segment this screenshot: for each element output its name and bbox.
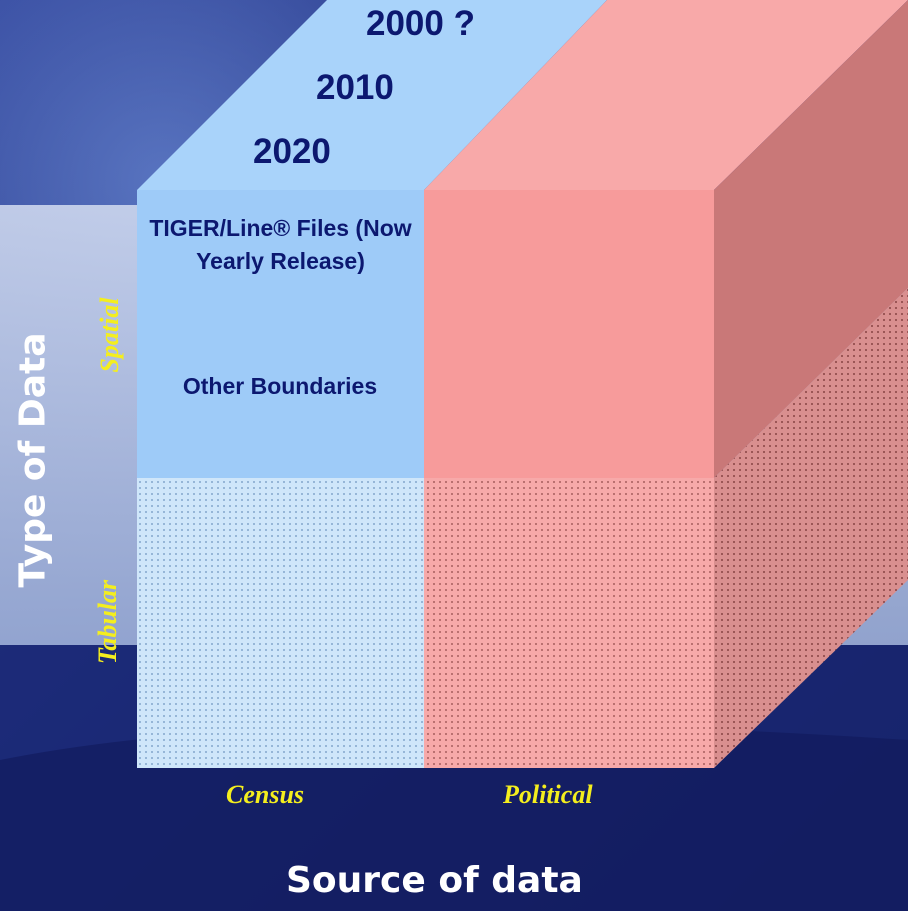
year-label: 2010 [316, 68, 394, 107]
top-face-census [137, 0, 607, 190]
top-face-political [424, 0, 908, 190]
x-category-political: Political [503, 780, 593, 809]
tiger-line-text: TIGER/Line® Files (Now Yearly Release) [149, 215, 412, 274]
year-label: 2000 ? [366, 4, 475, 43]
other-boundaries-text: Other Boundaries [182, 373, 378, 399]
cell-political-spatial [424, 190, 714, 478]
cell-census-spatial [137, 190, 424, 478]
y-category-spatial: Spatial [95, 297, 124, 373]
side-face-spatial [714, 0, 908, 478]
cell-census-tabular [137, 478, 424, 768]
x-axis-title: Source of data [286, 860, 583, 901]
y-axis-title: Type of Data [12, 332, 54, 588]
y-category-tabular: Tabular [93, 579, 122, 665]
x-category-census: Census [226, 780, 305, 809]
cell-political-tabular [424, 478, 714, 768]
year-label: 2020 [253, 132, 331, 171]
side-face-tabular [714, 288, 908, 768]
